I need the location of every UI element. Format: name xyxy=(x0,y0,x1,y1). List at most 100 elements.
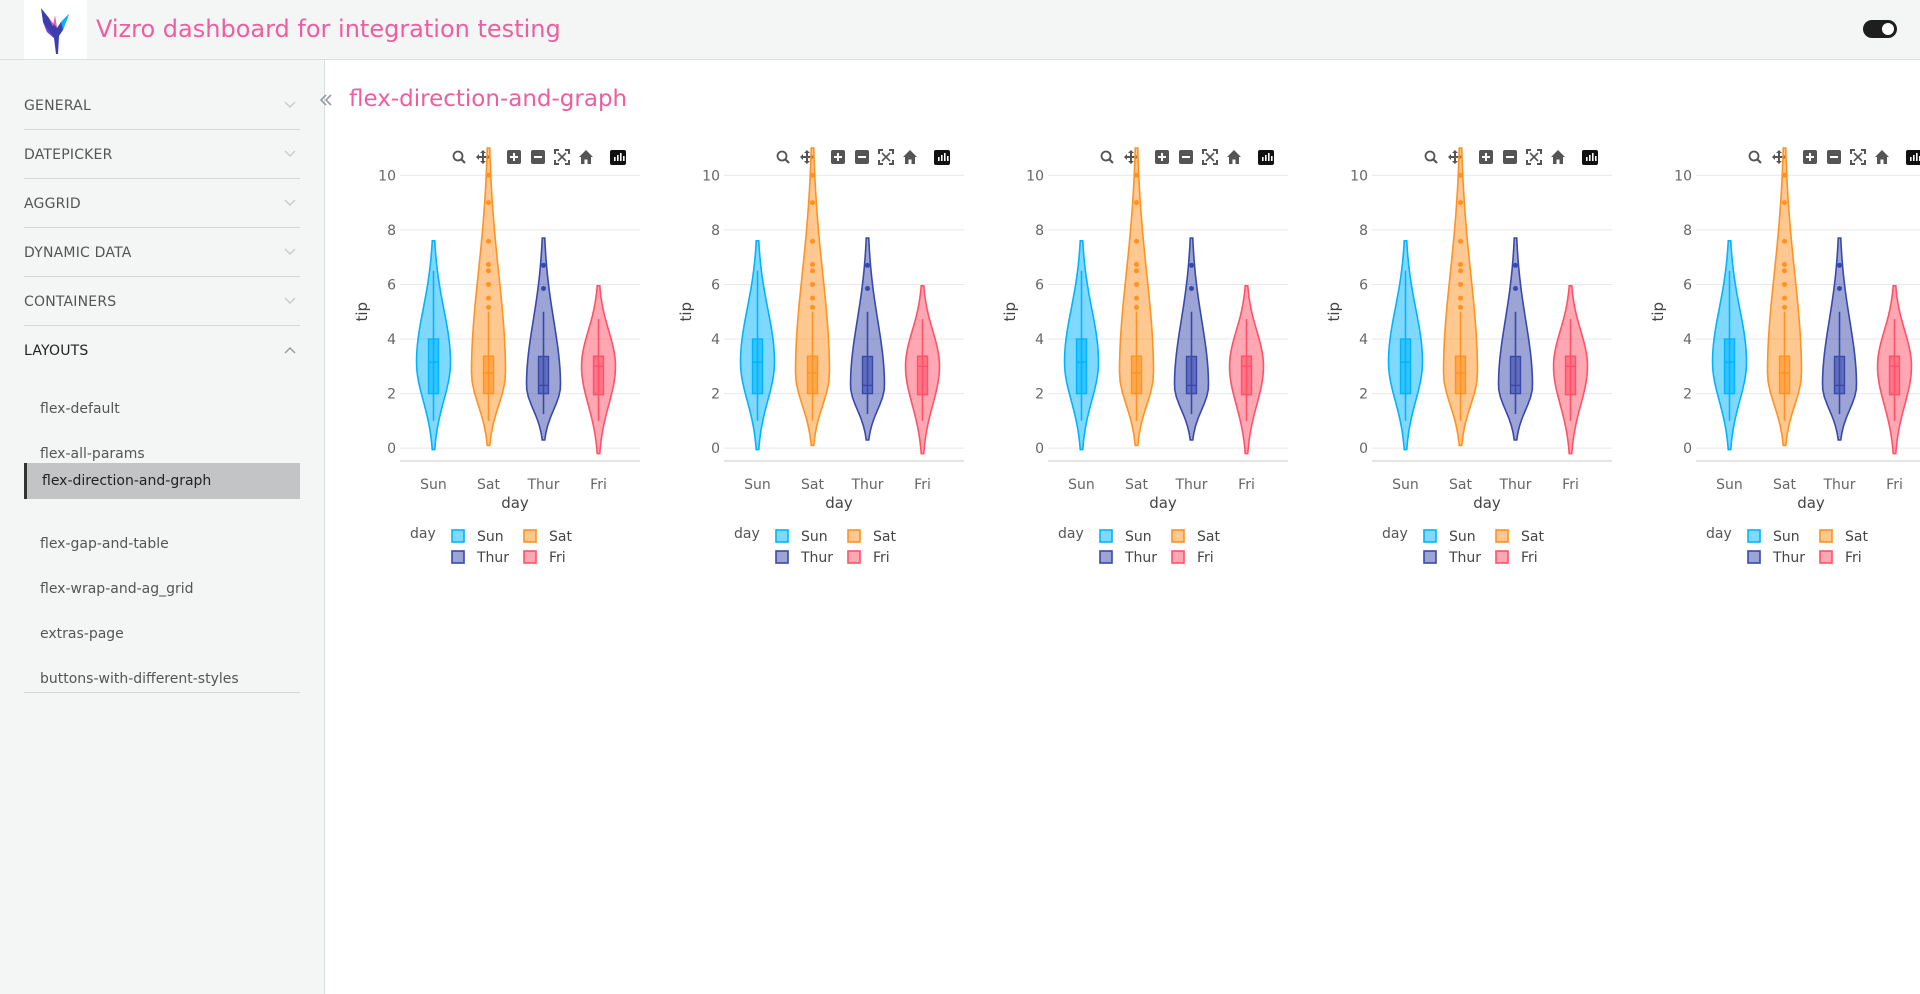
legend-item-sat[interactable]: Sat xyxy=(847,529,896,545)
legend-item-sun[interactable]: Sun xyxy=(1099,529,1152,545)
zoom-out-icon[interactable] xyxy=(855,150,869,164)
legend-item-sat[interactable]: Sat xyxy=(1819,529,1868,545)
nav-item-flex-all-params[interactable]: flex-all-params xyxy=(40,446,145,462)
reset-axes-icon[interactable] xyxy=(1551,150,1565,164)
y-tick-label: 6 xyxy=(1359,277,1368,293)
legend-item-sat[interactable]: Sat xyxy=(523,529,572,545)
violin-chart[interactable]: 0 2 4 6 8 10 tip Sun Sat Thur Fri day day Sun Sat Thur F… xyxy=(1324,136,1634,576)
y-tick-label: 4 xyxy=(1035,332,1044,348)
zoom-icon[interactable] xyxy=(776,150,790,164)
legend-item-fri[interactable]: Fri xyxy=(847,550,890,566)
violin-fri xyxy=(1876,285,1913,455)
zoom-in-icon[interactable] xyxy=(1479,150,1493,164)
zoom-out-icon[interactable] xyxy=(1827,150,1841,164)
legend-swatch xyxy=(1423,550,1437,564)
legend-item-thur[interactable]: Thur xyxy=(451,550,509,566)
app-logo[interactable] xyxy=(24,0,87,59)
autoscale-icon[interactable] xyxy=(878,149,894,165)
nav-item-flex-direction-and-graph[interactable]: flex-direction-and-graph xyxy=(24,463,300,499)
nav-item-buttons-with-different-styles[interactable]: buttons-with-different-styles xyxy=(40,671,239,687)
pan-icon[interactable] xyxy=(1448,150,1462,164)
plotly-logo-icon[interactable] xyxy=(934,150,950,165)
accordion-dynamic-data[interactable]: DYNAMIC DATA xyxy=(24,228,300,277)
pan-icon[interactable] xyxy=(476,150,490,164)
accordion-label: CONTAINERS xyxy=(24,294,117,310)
zoom-icon[interactable] xyxy=(452,150,466,164)
nav-item-flex-default[interactable]: flex-default xyxy=(40,401,120,417)
plotly-logo-icon[interactable] xyxy=(1582,150,1598,165)
accordion-aggrid[interactable]: AGGRID xyxy=(24,179,300,228)
violin-chart[interactable]: 0 2 4 6 8 10 tip Sun Sat Thur Fri day day Sun Sat Thur F… xyxy=(1000,136,1310,576)
violin-chart[interactable]: 0 2 4 6 8 10 tip Sun Sat Thur Fri day day Sun Sat Thur F… xyxy=(352,136,662,576)
plotly-logo-icon[interactable] xyxy=(1906,150,1920,165)
legend-item-fri[interactable]: Fri xyxy=(523,550,566,566)
autoscale-icon[interactable] xyxy=(1526,149,1542,165)
zoom-in-icon[interactable] xyxy=(1803,150,1817,164)
autoscale-icon[interactable] xyxy=(1202,149,1218,165)
zoom-in-icon[interactable] xyxy=(507,150,521,164)
x-tick-label: Fri xyxy=(1238,477,1255,493)
reset-axes-icon[interactable] xyxy=(1227,150,1241,164)
legend-item-fri[interactable]: Fri xyxy=(1495,550,1538,566)
legend-item-sat[interactable]: Sat xyxy=(1171,529,1220,545)
legend-item-sun[interactable]: Sun xyxy=(1423,529,1476,545)
theme-toggle-switch[interactable] xyxy=(1863,20,1897,38)
y-tick-label: 0 xyxy=(1035,441,1044,457)
plotly-logo-icon[interactable] xyxy=(610,150,626,165)
pan-icon[interactable] xyxy=(800,150,814,164)
plotly-glyph-bar xyxy=(944,153,946,161)
legend-item-thur[interactable]: Thur xyxy=(775,550,833,566)
legend-item-fri[interactable]: Fri xyxy=(1171,550,1214,566)
zoom-icon[interactable] xyxy=(1748,150,1762,164)
accordion-layouts[interactable]: LAYOUTS xyxy=(24,326,300,375)
reset-axes-icon[interactable] xyxy=(579,150,593,164)
legend-item-thur[interactable]: Thur xyxy=(1099,550,1157,566)
autoscale-icon[interactable] xyxy=(1850,149,1866,165)
autoscale-icon[interactable] xyxy=(554,149,570,165)
plotly-logo-icon[interactable] xyxy=(1258,150,1274,165)
chevron-down-icon xyxy=(284,150,296,157)
pan-icon[interactable] xyxy=(1124,150,1138,164)
accordion-containers[interactable]: CONTAINERS xyxy=(24,277,300,326)
zoom-icon[interactable] xyxy=(1424,150,1438,164)
legend-item-sun[interactable]: Sun xyxy=(1747,529,1800,545)
legend-item-thur[interactable]: Thur xyxy=(1423,550,1481,566)
zoom-glyph xyxy=(460,158,466,164)
x-tick-label: Thur xyxy=(526,477,559,493)
zoom-in-icon[interactable] xyxy=(831,150,845,164)
nav-item-flex-gap-and-table[interactable]: flex-gap-and-table xyxy=(40,536,169,552)
y-tick-label: 0 xyxy=(1683,441,1692,457)
legend-item-sun[interactable]: Sun xyxy=(775,529,828,545)
collapse-sidebar-icon[interactable] xyxy=(316,90,336,110)
reset-axes-icon[interactable] xyxy=(903,150,917,164)
legend-title: day xyxy=(734,526,760,542)
violin-fri xyxy=(580,285,617,455)
pan-icon[interactable] xyxy=(1772,150,1786,164)
legend-item-fri[interactable]: Fri xyxy=(1819,550,1862,566)
violin-chart[interactable]: 0 2 4 6 8 10 tip Sun Sat Thur Fri day day Sun Sat Thur F… xyxy=(676,136,986,576)
zoom-out-icon[interactable] xyxy=(1179,150,1193,164)
legend-label: Fri xyxy=(1845,550,1862,566)
plotly-glyph-bar xyxy=(1595,156,1597,161)
outlier-point xyxy=(1134,268,1139,274)
reset-axes-icon[interactable] xyxy=(1875,150,1889,164)
nav-item-extras-page[interactable]: extras-page xyxy=(40,626,124,642)
outlier-point xyxy=(810,304,815,310)
nav-item-flex-wrap-and-ag-grid[interactable]: flex-wrap-and-ag_grid xyxy=(40,581,194,597)
zoom-icon[interactable] xyxy=(1100,150,1114,164)
zoom-in-glyph xyxy=(1482,153,1490,161)
legend-label: Sat xyxy=(1197,529,1220,545)
y-tick-label: 6 xyxy=(1035,277,1044,293)
legend-item-thur[interactable]: Thur xyxy=(1747,550,1805,566)
zoom-in-icon[interactable] xyxy=(1155,150,1169,164)
violin-chart[interactable]: 0 2 4 6 8 10 tip Sun Sat Thur Fri day day Sun Sat Thur F… xyxy=(1648,136,1920,576)
accordion-general[interactable]: GENERAL xyxy=(24,81,300,130)
plotly-glyph-bar xyxy=(941,155,943,161)
pan-glyph xyxy=(1448,150,1462,164)
zoom-out-icon[interactable] xyxy=(531,150,545,164)
zoom-out-icon[interactable] xyxy=(1503,150,1517,164)
legend-item-sun[interactable]: Sun xyxy=(451,529,504,545)
accordion-datepicker[interactable]: DATEPICKER xyxy=(24,130,300,179)
plotly-glyph-bar xyxy=(1268,153,1270,161)
legend-item-sat[interactable]: Sat xyxy=(1495,529,1544,545)
